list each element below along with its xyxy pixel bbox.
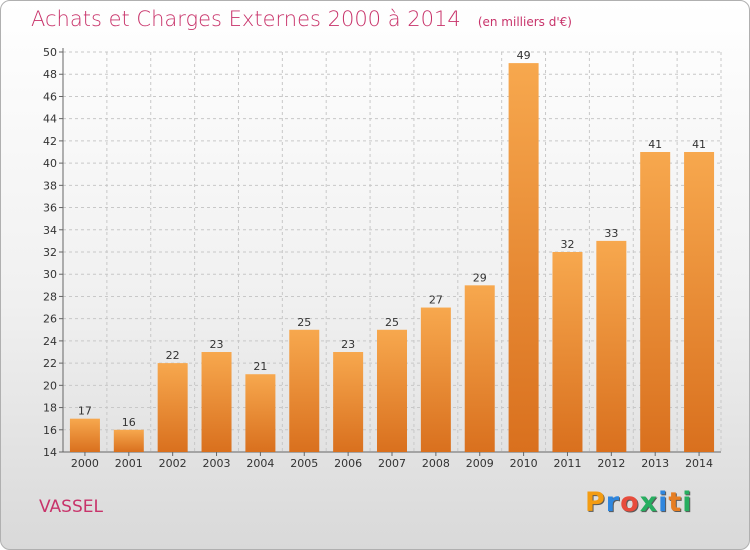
data-label-2004: 21 xyxy=(253,360,267,373)
bar-2010 xyxy=(508,63,539,452)
data-label-2008: 27 xyxy=(429,294,443,307)
data-label-2005: 25 xyxy=(297,316,311,329)
bar-2008 xyxy=(420,307,451,452)
y-tick-label: 44 xyxy=(43,113,57,126)
x-tick-label: 2007 xyxy=(378,457,406,470)
x-tick-label: 2003 xyxy=(203,457,231,470)
x-tick-label: 2002 xyxy=(159,457,187,470)
chart-title: Achats et Charges Externes 2000 à 2014 (… xyxy=(31,7,572,31)
proxiti-logo[interactable]: Proxiti xyxy=(585,487,693,518)
y-tick-label: 40 xyxy=(43,157,57,170)
data-label-2011: 32 xyxy=(560,238,574,251)
chart-unit: (en milliers d'€) xyxy=(477,15,572,29)
bar-2001 xyxy=(113,429,144,452)
bar-2014 xyxy=(684,152,715,452)
data-label-2001: 16 xyxy=(122,416,136,429)
logo-letter: x xyxy=(639,487,659,518)
y-tick-label: 48 xyxy=(43,68,57,81)
x-tick-label: 2011 xyxy=(553,457,581,470)
x-tick-label: 2008 xyxy=(422,457,450,470)
data-label-2013: 41 xyxy=(648,138,662,151)
x-tick-label: 2009 xyxy=(466,457,494,470)
logo-letter: t xyxy=(668,487,683,518)
data-label-2000: 17 xyxy=(78,405,92,418)
y-tick-label: 30 xyxy=(43,268,57,281)
bar-2011 xyxy=(552,252,583,452)
y-tick-label: 16 xyxy=(43,424,57,437)
y-tick-label: 18 xyxy=(43,402,57,415)
x-tick-label: 2014 xyxy=(685,457,713,470)
bar-2004 xyxy=(245,374,276,452)
y-tick-label: 46 xyxy=(43,90,57,103)
y-tick-label: 14 xyxy=(43,446,57,459)
bar-2012 xyxy=(596,240,627,452)
x-tick-label: 2012 xyxy=(597,457,625,470)
commune-name: VASSEL xyxy=(39,497,103,517)
logo-letter: P xyxy=(585,487,606,518)
y-tick-label: 42 xyxy=(43,135,57,148)
y-tick-label: 28 xyxy=(43,290,57,303)
data-label-2006: 23 xyxy=(341,338,355,351)
logo-letter: i xyxy=(682,487,693,518)
x-tick-label: 2001 xyxy=(115,457,143,470)
logo-letter: i xyxy=(658,487,669,518)
bar-2002 xyxy=(157,363,188,452)
chart-title-text: Achats et Charges Externes 2000 à 2014 xyxy=(31,7,461,31)
y-tick-label: 20 xyxy=(43,379,57,392)
y-tick-label: 34 xyxy=(43,224,57,237)
data-label-2007: 25 xyxy=(385,316,399,329)
data-label-2014: 41 xyxy=(692,138,706,151)
logo-letter: r xyxy=(605,487,621,518)
bar-2003 xyxy=(201,352,232,452)
bar-2013 xyxy=(640,152,671,452)
data-label-2010: 49 xyxy=(517,49,531,62)
y-tick-label: 38 xyxy=(43,179,57,192)
bar-2005 xyxy=(289,329,320,452)
x-tick-label: 2006 xyxy=(334,457,362,470)
data-label-2009: 29 xyxy=(473,271,487,284)
x-tick-label: 2004 xyxy=(246,457,274,470)
bar-2000 xyxy=(69,418,100,452)
x-tick-label: 2005 xyxy=(290,457,318,470)
bar-2007 xyxy=(377,329,407,452)
y-tick-label: 22 xyxy=(43,357,57,370)
y-tick-label: 36 xyxy=(43,202,57,215)
data-label-2003: 23 xyxy=(210,338,224,351)
labels: 14 16 18 20 22 24 26 28 30 32 34 36 38 40 42 44 46 48 50 17… xyxy=(43,46,713,470)
bars xyxy=(69,63,715,452)
x-tick-label: 2000 xyxy=(71,457,99,470)
bar-2009 xyxy=(464,285,495,452)
y-tick-label: 50 xyxy=(43,46,57,59)
data-label-2012: 33 xyxy=(604,227,618,240)
data-label-2002: 22 xyxy=(166,349,180,362)
bar-2006 xyxy=(333,352,364,452)
x-tick-label: 2010 xyxy=(510,457,538,470)
y-tick-label: 32 xyxy=(43,246,57,259)
logo-letter: o xyxy=(620,487,640,518)
x-tick-label: 2013 xyxy=(641,457,669,470)
y-tick-label: 24 xyxy=(43,335,57,348)
y-tick-label: 26 xyxy=(43,313,57,326)
